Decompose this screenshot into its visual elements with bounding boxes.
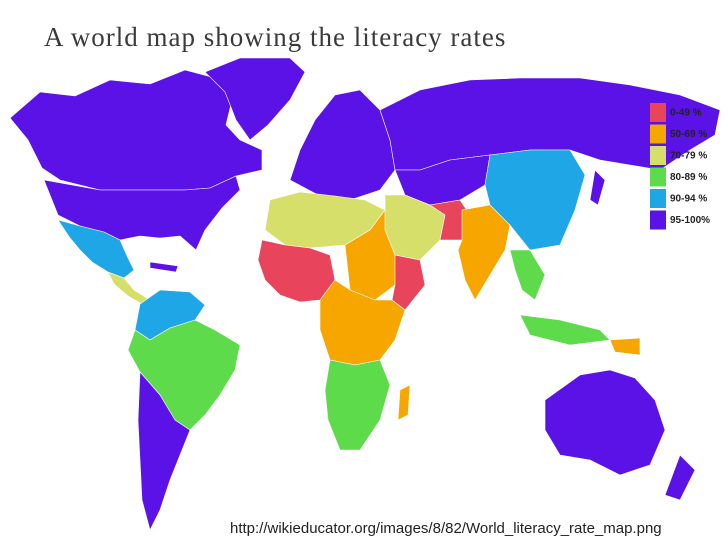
legend-swatch (650, 103, 666, 122)
slide-title: A world map showing the literacy rates (44, 22, 506, 52)
se-asia (509, 249, 546, 301)
india (457, 204, 511, 301)
world-map (9, 57, 721, 531)
canada (9, 69, 263, 191)
china (484, 149, 586, 251)
source-url: http://wikieducator.org/images/8/82/Worl… (230, 520, 662, 537)
southern-africa (324, 359, 391, 451)
japan (589, 169, 606, 206)
indonesia (519, 314, 611, 346)
horn (391, 254, 426, 311)
caribbean (149, 261, 179, 273)
greenland (204, 57, 306, 141)
legend-swatch (650, 189, 666, 208)
southern-cone (137, 371, 191, 531)
legend-swatch (650, 146, 666, 165)
legend: 0-49 % 50-69 % 70-79 % 80-89 % 90-94 % 95-100… (650, 103, 710, 230)
legend-swatch (650, 210, 666, 230)
new-zealand (664, 454, 696, 501)
papua (609, 337, 641, 356)
legend-swatch (650, 124, 666, 144)
legend-label: 50-69 % (670, 129, 707, 140)
madagascar (397, 384, 411, 421)
central-america (107, 271, 151, 305)
legend-label: 95-100% (670, 215, 710, 226)
legend-label: 90-94 % (670, 194, 707, 205)
legend-swatch (650, 167, 666, 187)
legend-label: 0-49 % (670, 108, 702, 119)
legend-label: 80-89 % (670, 172, 707, 183)
australia (544, 369, 666, 476)
europe (289, 89, 396, 201)
mexico (57, 219, 135, 279)
legend-label: 70-79 % (670, 151, 707, 162)
central-africa (319, 279, 406, 366)
west-africa (257, 239, 336, 303)
